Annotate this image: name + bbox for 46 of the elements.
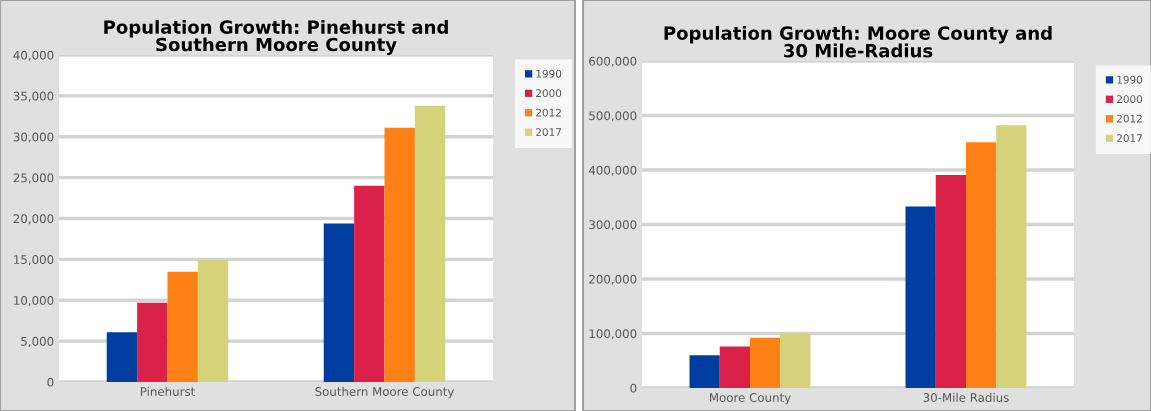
bar [384, 127, 415, 382]
y-tick-label: 0 [47, 377, 54, 387]
legend-label: 1990 [536, 69, 562, 78]
y-tick-label: 300,000 [589, 220, 637, 231]
bar [106, 332, 138, 382]
bar [354, 185, 385, 382]
bar [719, 346, 750, 388]
legend-label: 2012 [536, 108, 561, 117]
x-tick-label: Pinehurst [140, 386, 195, 396]
bar [689, 355, 720, 388]
y-tick-label: 30,000 [13, 132, 54, 143]
bar [197, 260, 229, 382]
y-tick-label: 15,000 [14, 255, 54, 266]
bar [323, 223, 355, 382]
y-tick-label: 500,000 [589, 111, 637, 122]
y-tick-label: 100,000 [589, 329, 637, 340]
y-tick-label: 25,000 [13, 173, 54, 184]
bar [780, 333, 811, 388]
chart-title: Population Growth: Pinehurst and Southern Moore County [104, 19, 448, 55]
bar [966, 142, 997, 388]
bar [137, 302, 168, 382]
bar [996, 125, 1027, 388]
legend-label: 2000 [1117, 95, 1143, 104]
y-tick-label: 35,000 [13, 91, 54, 102]
bar [167, 271, 198, 382]
y-tick-label: 40,000 [13, 50, 54, 61]
y-tick-label: 200,000 [589, 274, 637, 285]
y-tick-label: 10,000 [14, 295, 54, 307]
y-tick-label: 600,000 [589, 56, 637, 67]
bar [750, 337, 781, 388]
chart-title: Population Growth: Moore County and 30 Mile-Radius [664, 25, 1052, 58]
legend-label: 2017 [536, 128, 561, 137]
bar [935, 174, 966, 388]
y-tick-label: 20,000 [13, 214, 54, 225]
x-tick-label: 30-Mile Radius [923, 392, 1009, 402]
x-tick-label: Moore County [710, 393, 791, 405]
x-tick-label: Southern Moore County [315, 386, 455, 399]
y-tick-label: 0 [630, 383, 637, 393]
bar [414, 105, 446, 382]
legend-label: 2017 [1117, 134, 1142, 143]
y-tick-label: 400,000 [588, 165, 637, 176]
legend-label: 1990 [1117, 75, 1143, 84]
legend-label: 2000 [536, 89, 562, 98]
bar [905, 206, 936, 388]
legend-label: 2012 [1117, 114, 1142, 123]
y-tick-label: 5,000 [21, 336, 54, 347]
